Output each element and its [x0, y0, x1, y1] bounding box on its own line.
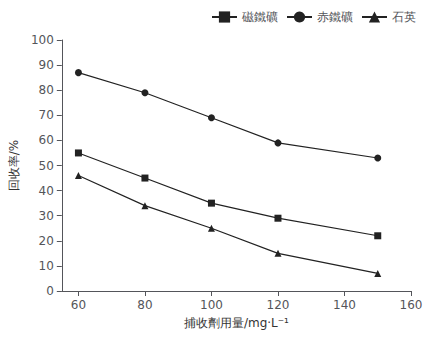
svg-text:石英: 石英 — [392, 10, 416, 24]
svg-text:60: 60 — [39, 133, 54, 147]
svg-text:50: 50 — [39, 159, 54, 173]
svg-text:60: 60 — [71, 298, 86, 312]
svg-text:赤鐵礦: 赤鐵礦 — [317, 10, 353, 24]
svg-text:80: 80 — [39, 83, 54, 97]
svg-text:10: 10 — [39, 259, 54, 273]
svg-text:100: 100 — [31, 33, 54, 47]
svg-text:160: 160 — [400, 298, 423, 312]
svg-text:80: 80 — [137, 298, 152, 312]
svg-text:90: 90 — [39, 58, 54, 72]
svg-text:140: 140 — [333, 298, 356, 312]
svg-text:回收率/%: 回收率/% — [7, 140, 21, 191]
svg-text:30: 30 — [39, 209, 54, 223]
svg-text:40: 40 — [39, 184, 54, 198]
svg-text:磁鐵礦: 磁鐵礦 — [241, 10, 278, 24]
svg-text:20: 20 — [39, 234, 54, 248]
svg-text:70: 70 — [39, 108, 54, 122]
svg-text:100: 100 — [200, 298, 223, 312]
svg-text:0: 0 — [46, 284, 54, 298]
svg-text:捕收劑用量/mg·L⁻¹: 捕收劑用量/mg·L⁻¹ — [184, 316, 289, 330]
svg-text:120: 120 — [267, 298, 290, 312]
